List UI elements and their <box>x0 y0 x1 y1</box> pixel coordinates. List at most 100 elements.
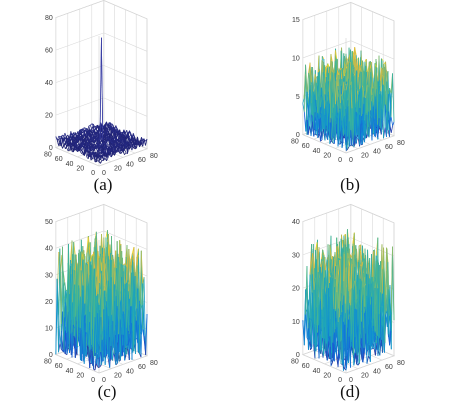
mesh-line <box>81 153 83 155</box>
mesh-line <box>111 123 114 127</box>
mesh-line <box>144 139 146 142</box>
mesh-line <box>123 143 126 146</box>
mesh-line <box>132 138 135 141</box>
mesh-line <box>86 151 89 158</box>
mesh-line <box>82 146 85 154</box>
mesh-line <box>388 111 391 125</box>
mesh-line <box>93 155 96 162</box>
mesh-line <box>96 155 99 162</box>
mesh-line <box>135 139 138 144</box>
mesh-line <box>101 37 104 141</box>
mesh-line <box>101 156 104 161</box>
mesh-line <box>359 85 362 92</box>
mesh-line <box>71 139 74 143</box>
mesh-line <box>58 138 60 140</box>
mesh-line <box>84 133 87 142</box>
mesh-line <box>98 148 101 157</box>
mesh-line <box>371 104 374 141</box>
mesh-line <box>89 131 92 133</box>
mesh-line <box>106 121 109 125</box>
mesh-line <box>89 153 92 161</box>
mesh-line <box>85 150 88 158</box>
mesh-line <box>122 140 125 145</box>
y-tick-label: 0 <box>91 170 95 177</box>
y-tick-label: 80 <box>291 139 299 146</box>
mesh-line <box>114 152 117 156</box>
mesh-line <box>104 150 108 154</box>
mesh-line <box>59 136 62 140</box>
mesh-line <box>133 143 136 147</box>
mesh-line <box>94 152 96 154</box>
x-tick-label: 40 <box>126 161 134 168</box>
mesh-line <box>106 153 109 159</box>
mesh-line <box>113 137 117 142</box>
mesh-line <box>145 138 148 142</box>
mesh-line <box>380 74 383 92</box>
mesh-line <box>125 135 128 139</box>
z-tick-label: 0 <box>49 145 53 152</box>
mesh-line <box>100 128 103 131</box>
mesh-line <box>387 129 390 137</box>
mesh-line <box>126 138 129 144</box>
mesh-line <box>114 139 118 144</box>
mesh-line <box>104 129 108 133</box>
mesh-line <box>96 140 99 147</box>
mesh-line <box>83 129 86 134</box>
mesh-line <box>110 150 113 154</box>
mesh-line <box>74 147 77 151</box>
mesh-line <box>64 132 67 137</box>
mesh-line <box>56 140 59 146</box>
mesh-line <box>70 144 73 150</box>
mesh-line <box>109 139 112 142</box>
mesh-line <box>134 142 137 149</box>
mesh-line <box>83 137 86 140</box>
mesh-line <box>362 103 365 145</box>
x-tick-label: 40 <box>373 148 381 155</box>
mesh-line <box>353 107 356 135</box>
mesh-line <box>114 129 118 133</box>
mesh-line <box>58 139 61 146</box>
mesh-line <box>111 126 114 132</box>
y-tick-label: 20 <box>76 165 84 172</box>
mesh-line <box>120 132 123 137</box>
mesh-line <box>130 133 133 138</box>
mesh-line <box>88 145 91 148</box>
mesh-line <box>124 149 127 153</box>
mesh-line <box>116 130 119 132</box>
mesh-line <box>94 147 97 150</box>
mesh-line <box>107 132 110 137</box>
mesh-line <box>81 149 84 153</box>
mesh-line <box>113 149 116 152</box>
mesh-line <box>392 121 395 126</box>
mesh-line <box>117 144 120 146</box>
x-tick-label: 20 <box>361 153 369 160</box>
mesh-line <box>359 114 362 136</box>
mesh-line <box>114 144 117 153</box>
mesh-line <box>100 154 103 157</box>
mesh-line <box>105 146 108 150</box>
mesh-line <box>124 143 127 146</box>
mesh-line <box>131 139 133 142</box>
mesh-line <box>95 132 99 140</box>
mesh-line <box>98 137 101 142</box>
mesh-line <box>70 145 73 152</box>
mesh-line <box>137 141 140 148</box>
x-tick-label: 0 <box>102 170 106 177</box>
mesh-line <box>390 116 393 126</box>
mesh-line <box>94 154 97 160</box>
mesh-line <box>91 146 94 150</box>
mesh-line <box>371 95 374 107</box>
mesh-line <box>91 143 94 149</box>
mesh-line <box>79 129 82 131</box>
mesh-line <box>71 136 74 140</box>
mesh-line <box>116 147 120 152</box>
mesh-line <box>119 142 122 146</box>
mesh-line <box>141 137 144 144</box>
mesh-line <box>107 122 110 126</box>
mesh-line <box>136 141 139 144</box>
mesh-line <box>77 131 80 138</box>
mesh-line <box>122 140 125 147</box>
mesh-line <box>83 138 87 143</box>
mesh-line <box>105 133 109 138</box>
mesh-line <box>86 143 89 146</box>
